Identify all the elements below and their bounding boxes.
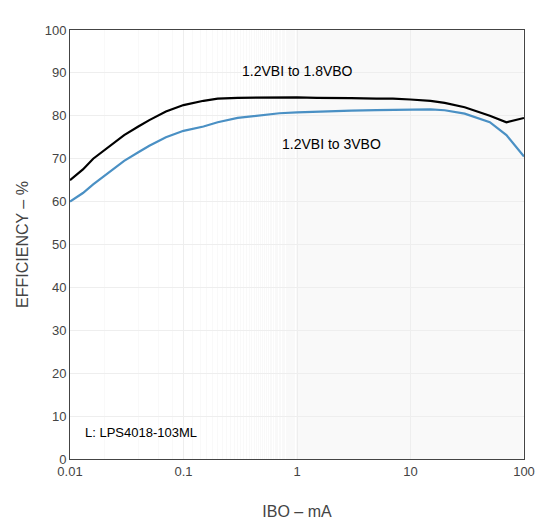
svg-text:60: 60: [52, 194, 66, 209]
svg-text:1.2VBI to 3VBO: 1.2VBI to 3VBO: [282, 136, 381, 152]
svg-text:50: 50: [52, 237, 66, 252]
svg-text:EFFICIENCY – %: EFFICIENCY – %: [14, 181, 31, 308]
svg-text:20: 20: [52, 366, 66, 381]
svg-text:10: 10: [403, 464, 417, 479]
svg-text:100: 100: [513, 464, 535, 479]
svg-text:1.2VBI to 1.8VBO: 1.2VBI to 1.8VBO: [242, 63, 353, 79]
svg-text:10: 10: [52, 409, 66, 424]
svg-text:70: 70: [52, 151, 66, 166]
svg-text:100: 100: [45, 23, 67, 38]
svg-text:IBO – mA: IBO – mA: [262, 503, 332, 520]
svg-text:80: 80: [52, 108, 66, 123]
svg-text:0.01: 0.01: [57, 464, 82, 479]
svg-text:0.1: 0.1: [174, 464, 192, 479]
svg-text:30: 30: [52, 323, 66, 338]
svg-text:90: 90: [52, 65, 66, 80]
svg-text:0: 0: [59, 452, 66, 467]
svg-text:1: 1: [293, 464, 300, 479]
svg-text:L: LPS4018-103ML: L: LPS4018-103ML: [85, 425, 197, 440]
svg-text:40: 40: [52, 280, 66, 295]
